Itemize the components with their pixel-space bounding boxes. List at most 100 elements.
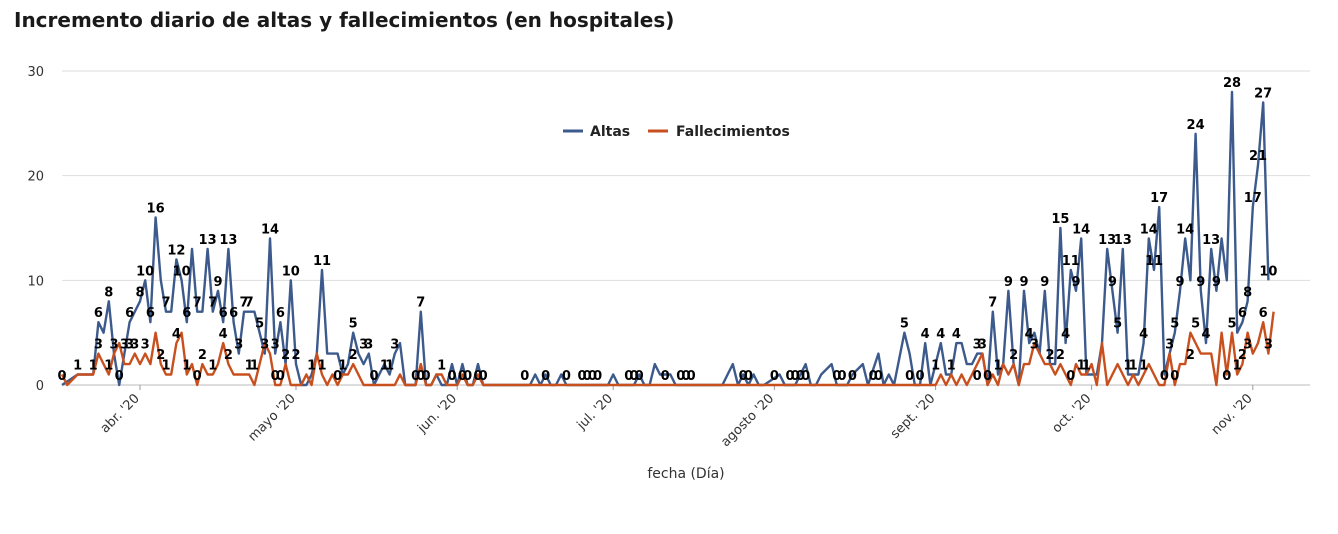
data-label-fallecimientos: 1 xyxy=(1077,359,1086,374)
data-label-altas: 11 xyxy=(1145,254,1163,269)
data-label-altas: 13 xyxy=(199,233,217,248)
data-label-fallecimientos: 0 xyxy=(770,369,779,384)
data-label-fallecimientos: 2 xyxy=(224,348,233,363)
data-label-altas: 13 xyxy=(1098,233,1116,248)
data-label-fallecimientos: 0 xyxy=(1160,369,1169,384)
y-tick-label: 30 xyxy=(27,65,44,80)
data-label-fallecimientos: 1 xyxy=(385,359,394,374)
data-label-fallecimientos: 1 xyxy=(437,359,446,374)
data-label-fallecimientos: 0 xyxy=(115,369,124,384)
data-label-altas: 17 xyxy=(1244,191,1262,206)
x-tick-label: sept. '20 xyxy=(888,391,939,442)
x-axis-ticks: abr. '20 mayo '20 jun. '20 jul. '20 agosto '… xyxy=(98,385,1256,450)
data-label-fallecimientos: 0 xyxy=(661,369,670,384)
data-label-fallecimientos: 2 xyxy=(1009,348,1018,363)
data-label-altas: 14 xyxy=(1176,222,1194,237)
y-tick-label: 0 xyxy=(36,379,44,394)
data-label-fallecimientos: 0 xyxy=(785,369,794,384)
data-label-altas: 8 xyxy=(135,285,144,300)
data-label-altas: 10 xyxy=(1259,264,1277,279)
data-label-altas: 9 xyxy=(1196,275,1205,290)
data-label-fallecimientos: 0 xyxy=(791,369,800,384)
data-label-altas: 28 xyxy=(1223,76,1241,91)
data-label-altas: 10 xyxy=(173,264,191,279)
y-tick-label: 10 xyxy=(27,274,44,289)
data-labels: 6868106167121067137961363775314362101153… xyxy=(57,76,1277,384)
data-label-fallecimientos: 0 xyxy=(458,369,467,384)
data-label-altas: 9 xyxy=(1019,275,1028,290)
data-label-altas: 3 xyxy=(234,338,243,353)
y-tick-label: 20 xyxy=(27,170,44,185)
data-label-fallecimientos: 0 xyxy=(421,369,430,384)
data-label-altas: 5 xyxy=(349,317,358,332)
data-label-altas: 15 xyxy=(1051,212,1069,227)
data-label-fallecimientos: 3 xyxy=(94,338,103,353)
data-label-altas: 13 xyxy=(219,233,237,248)
data-label-altas: 7 xyxy=(208,296,217,311)
data-label-altas: 3 xyxy=(978,338,987,353)
data-label-fallecimientos: 3 xyxy=(1030,338,1039,353)
data-label-fallecimientos: 0 xyxy=(832,369,841,384)
data-label-fallecimientos: 2 xyxy=(156,348,165,363)
data-label-fallecimientos: 1 xyxy=(380,359,389,374)
data-label-fallecimientos: 0 xyxy=(837,369,846,384)
data-label-altas: 7 xyxy=(416,296,425,311)
data-label-fallecimientos: 0 xyxy=(333,369,342,384)
data-label-fallecimientos: 2 xyxy=(1238,348,1247,363)
data-label-altas: 10 xyxy=(282,264,300,279)
y-axis-ticks: 0 10 20 30 xyxy=(27,65,44,394)
data-label-altas: 8 xyxy=(104,285,113,300)
data-label-altas: 9 xyxy=(213,275,222,290)
data-label-altas: 11 xyxy=(313,254,331,269)
data-label-altas: 14 xyxy=(1140,222,1158,237)
data-label-fallecimientos: 2 xyxy=(1056,348,1065,363)
data-label-fallecimientos: 0 xyxy=(905,369,914,384)
data-label-altas: 9 xyxy=(1175,275,1184,290)
data-label-fallecimientos: 0 xyxy=(276,369,285,384)
x-tick-label: jun. '20 xyxy=(414,391,460,437)
data-label-fallecimientos: 1 xyxy=(1139,359,1148,374)
data-label-fallecimientos: 3 xyxy=(1243,338,1252,353)
data-label-altas: 9 xyxy=(1004,275,1013,290)
data-label-fallecimientos: 1 xyxy=(182,359,191,374)
x-tick-label: oct. '20 xyxy=(1049,391,1094,436)
data-label-fallecimientos: 0 xyxy=(739,369,748,384)
data-label-altas: 13 xyxy=(1114,233,1132,248)
data-label-altas: 7 xyxy=(988,296,997,311)
data-label-altas: 7 xyxy=(193,296,202,311)
data-label-altas: 3 xyxy=(973,338,982,353)
data-label-altas: 4 xyxy=(936,327,945,342)
data-label-fallecimientos: 0 xyxy=(869,369,878,384)
data-label-altas: 6 xyxy=(94,306,103,321)
legend-label-altas[interactable]: Altas xyxy=(590,124,630,140)
legend-label-fallecimientos[interactable]: Fallecimientos xyxy=(676,124,790,140)
data-label-altas: 3 xyxy=(364,338,373,353)
data-label-altas: 9 xyxy=(1212,275,1221,290)
data-label-altas: 6 xyxy=(1238,306,1247,321)
x-tick-label: mayo '20 xyxy=(245,391,298,444)
data-label-fallecimientos: 0 xyxy=(874,369,883,384)
data-label-fallecimientos: 1 xyxy=(104,359,113,374)
data-label-fallecimientos: 1 xyxy=(307,359,316,374)
data-label-fallecimientos: 1 xyxy=(338,359,347,374)
x-axis-title: fecha (Día) xyxy=(647,466,724,482)
data-label-fallecimientos: 0 xyxy=(744,369,753,384)
data-label-fallecimientos: 5 xyxy=(1227,317,1236,332)
data-label-fallecimientos: 0 xyxy=(562,369,571,384)
data-label-altas: 5 xyxy=(900,317,909,332)
x-tick-label: nov. '20 xyxy=(1209,391,1256,438)
data-label-altas: 9 xyxy=(1040,275,1049,290)
data-label-fallecimientos: 0 xyxy=(57,369,66,384)
data-label-fallecimientos: 1 xyxy=(1123,359,1132,374)
data-label-fallecimientos: 3 xyxy=(141,338,150,353)
data-label-fallecimientos: 0 xyxy=(411,369,420,384)
data-label-altas: 7 xyxy=(161,296,170,311)
data-label-altas: 5 xyxy=(255,317,264,332)
data-label-fallecimientos: 0 xyxy=(1170,369,1179,384)
data-label-altas: 6 xyxy=(229,306,238,321)
data-label-fallecimientos: 1 xyxy=(317,359,326,374)
data-label-altas: 17 xyxy=(1150,191,1168,206)
data-label-fallecimientos: 0 xyxy=(687,369,696,384)
data-label-altas: 3 xyxy=(260,338,269,353)
data-label-altas: 12 xyxy=(167,243,185,258)
